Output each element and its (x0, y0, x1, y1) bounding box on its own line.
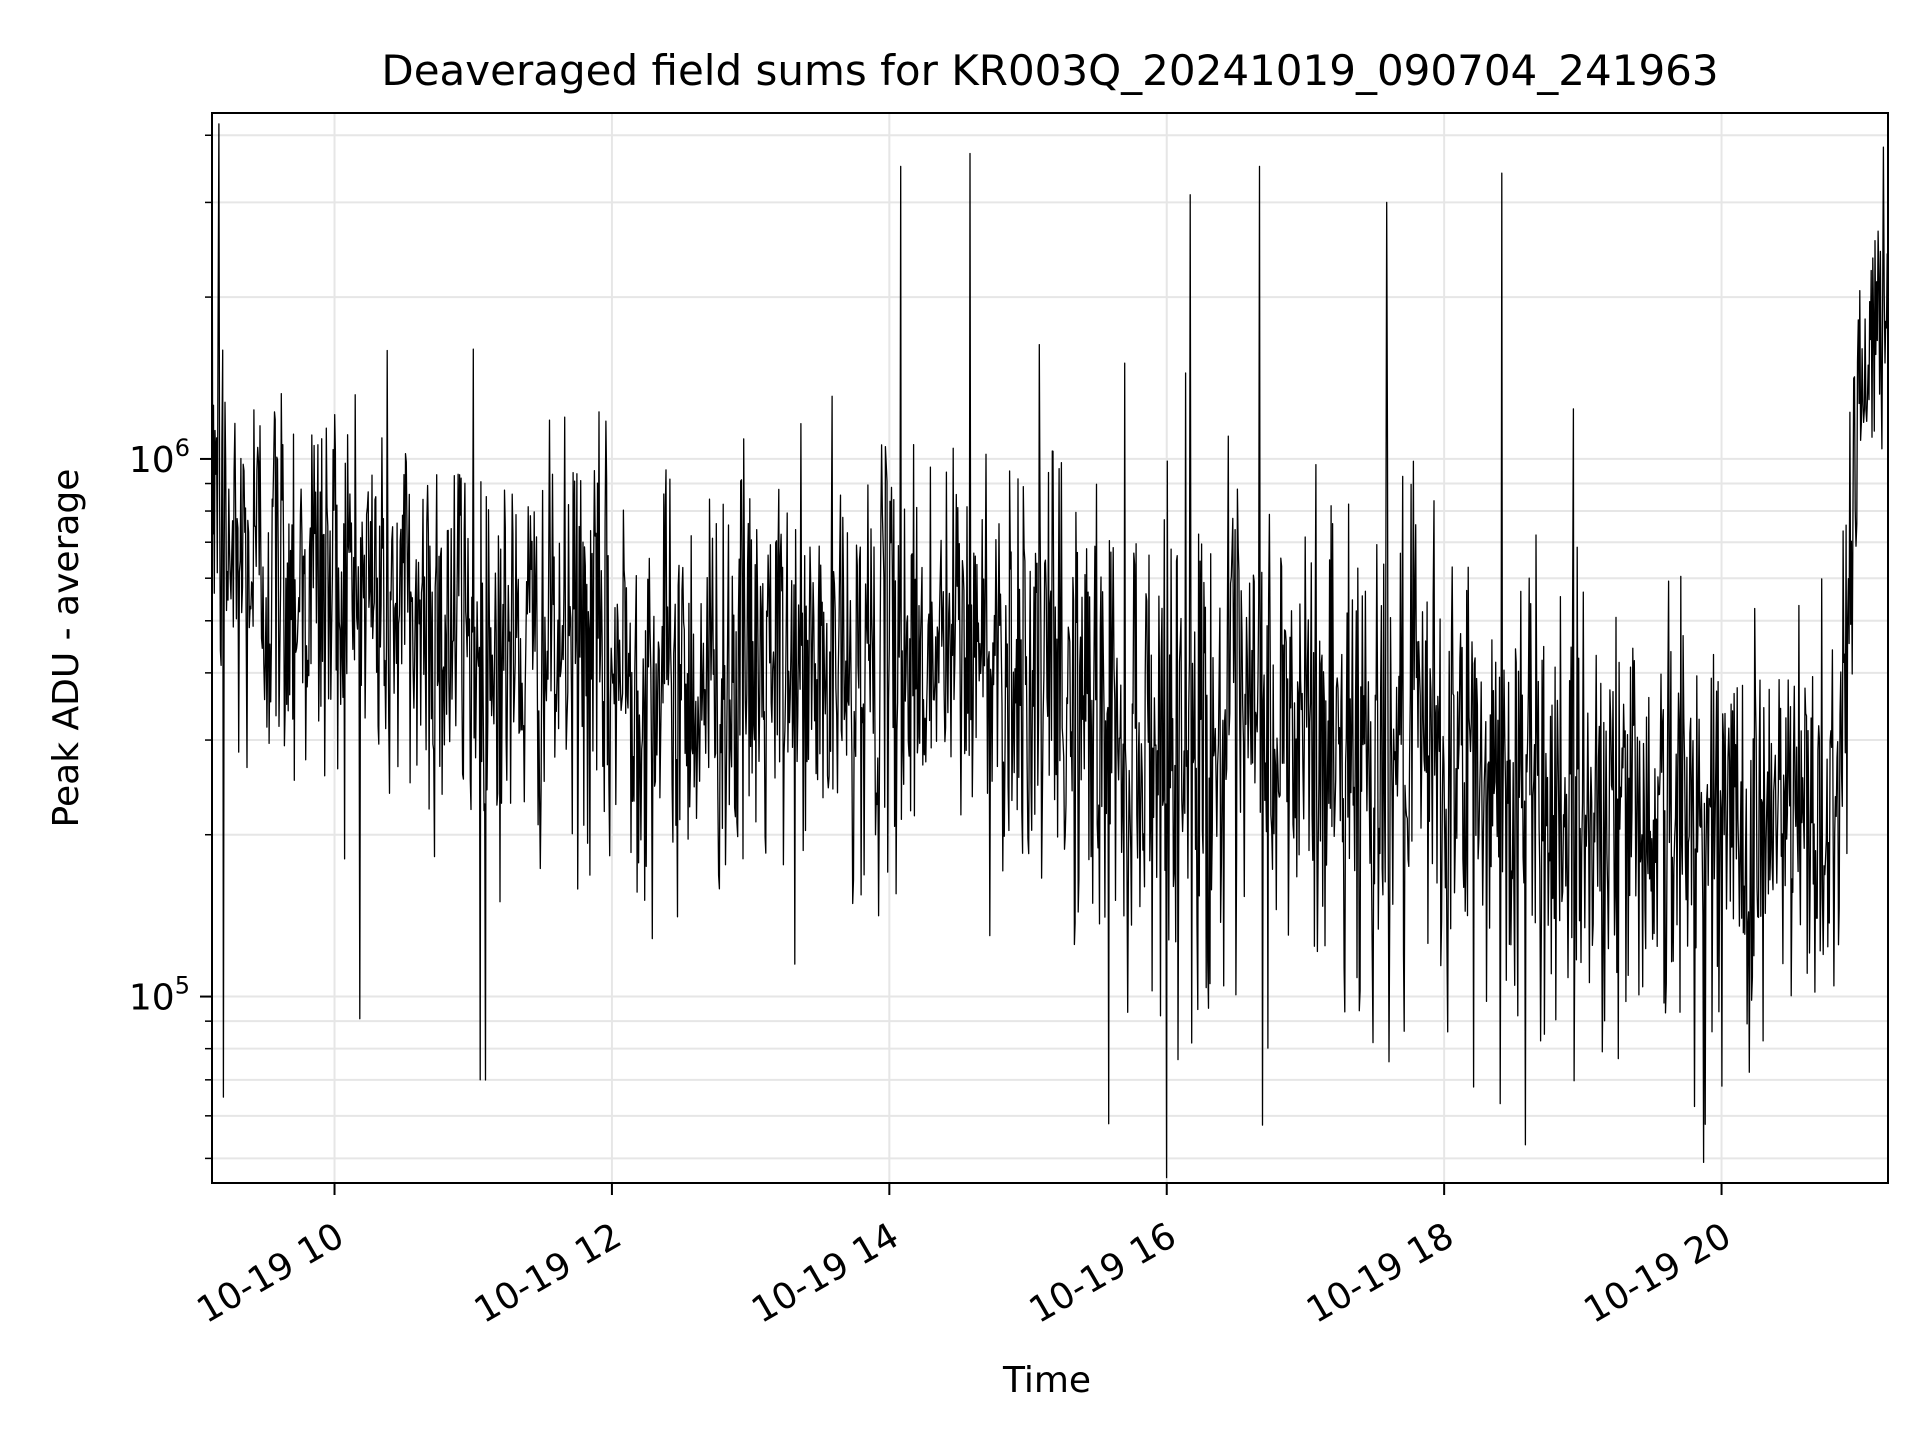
y-tick-label: 106 (129, 434, 190, 481)
series-line (211, 118, 1889, 1179)
plot-frame (211, 112, 1889, 1184)
x-axis-label: Time (1002, 1360, 1091, 1401)
y-axis-label: Peak ADU - average (46, 469, 87, 828)
chart-title: Deaveraged field sums for KR003Q_2024101… (381, 46, 1718, 95)
y-tick-label: 105 (129, 972, 190, 1019)
data-series (211, 118, 1889, 1179)
